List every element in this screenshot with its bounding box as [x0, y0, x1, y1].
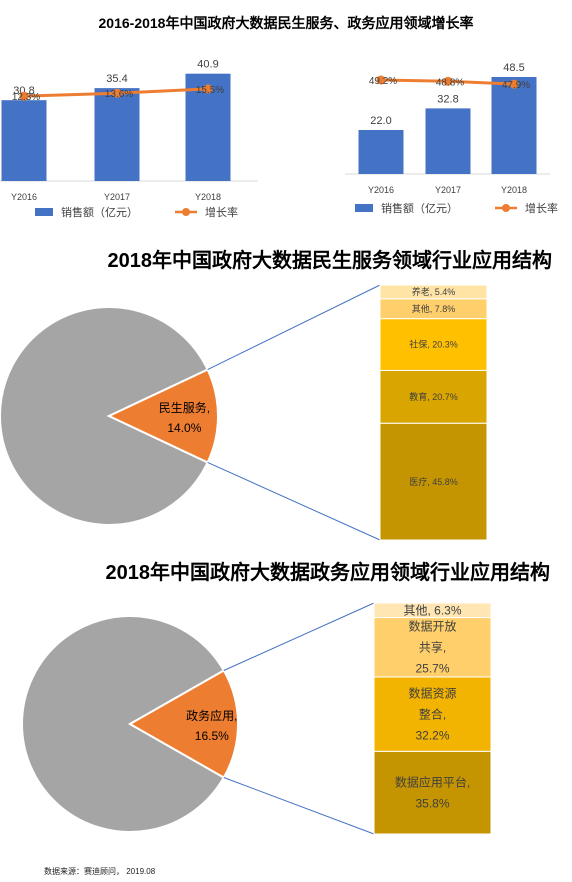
pie1-breakdown-label: 教育, 20.7% [409, 391, 458, 402]
combo1-bar [1, 100, 47, 181]
pie1-highlight-slice [106, 368, 219, 464]
combo1-tick-label: Y2018 [195, 192, 221, 202]
combo1-growth-label: 12.3% [12, 92, 40, 103]
combo2-bar-label: 48.5 [503, 62, 524, 74]
combo2-growth-label: 48.8% [436, 77, 464, 88]
pie1-connector [207, 284, 381, 371]
pie1-highlight-value: 14.0% [167, 421, 201, 435]
combo1-growth-label: 15.5% [196, 85, 224, 96]
pie1-breakdown-segment [379, 318, 488, 371]
combo2-tick-label: Y2017 [435, 185, 461, 195]
pie2-highlight-label: 政务应用, [186, 708, 237, 723]
pie2-breakdown-label: 35.8% [415, 796, 449, 810]
combo2-growth-label: 49.2% [369, 76, 397, 87]
pie1-breakdown-label: 医疗, 45.8% [409, 476, 458, 487]
pie1-breakdown-segment [379, 369, 488, 424]
pie2-breakdown-label: 其他, 6.3% [403, 603, 461, 617]
combo2-bar [425, 108, 471, 174]
pie2-breakdown-label: 共享, [419, 639, 446, 654]
combo1-bar [94, 88, 140, 181]
pie2-breakdown-segment [373, 617, 492, 678]
pie2-breakdown-label: 数据资源 [408, 685, 456, 700]
combo2-growth-label: 47.9% [502, 80, 530, 91]
combo2-legend-line-marker [502, 204, 510, 212]
combo2-growth-marker [376, 75, 386, 85]
pie2-highlight-slice [127, 669, 239, 779]
combo2-tick-label: Y2018 [501, 185, 527, 195]
pie2-breakdown-label: 32.2% [415, 728, 449, 742]
combo1-growth-label: 13.6% [105, 89, 133, 100]
pie2-remainder-slice [21, 615, 226, 833]
pie2-breakdown-label: 数据开放 [408, 618, 456, 633]
pie1-breakdown-segment [379, 284, 488, 300]
combo2-legend-bar-swatch [355, 204, 373, 212]
pie2-breakdown-label: 数据应用平台, [395, 774, 470, 789]
pie2-breakdown-segment [373, 750, 492, 835]
combo1-legend-line-marker [182, 208, 190, 216]
pie2-breakdown-segment [373, 676, 492, 752]
combo1-growth-marker [112, 88, 122, 98]
pie1-title: 2018年中国政府大数据民生服务领域行业应用结构 [107, 250, 553, 272]
combo1-bar-label: 40.9 [197, 59, 218, 71]
combo2-bar-label: 22.0 [370, 115, 391, 127]
combo2-legend-bar-text: 销售额（亿元） [381, 201, 458, 215]
combo1-legend-bar-text: 销售额（亿元） [61, 205, 138, 219]
pie2-highlight-value: 16.5% [195, 729, 229, 743]
combo1-legend-bar-swatch [35, 208, 53, 216]
pie2-breakdown-label: 25.7% [415, 661, 449, 675]
source-note: 数据来源：赛迪顾问， 2019.08 [44, 867, 156, 876]
combo1-tick-label: Y2016 [11, 192, 37, 202]
page-title: 2016-2018年中国政府大数据民生服务、政务应用领域增长率 [98, 15, 474, 31]
pie2-title: 2018年中国政府大数据政务应用领域行业应用结构 [105, 562, 551, 584]
pie1-breakdown-label: 社保, 20.3% [409, 339, 458, 350]
combo1-bar-label: 30.8 [13, 85, 34, 97]
pie1-highlight-label: 民生服务, [159, 400, 210, 415]
pie1-remainder-slice [0, 306, 209, 526]
pie1-breakdown-label: 养老, 5.4% [412, 286, 456, 297]
pie2-connector [223, 602, 375, 671]
combo1-bar-label: 35.4 [106, 73, 127, 85]
pie1-connector [207, 461, 381, 541]
pie1-breakdown-segment [379, 422, 488, 541]
combo2-legend-line-text: 增长率 [525, 201, 558, 215]
combo2-growth-marker [509, 79, 519, 89]
combo2-growth-marker [443, 76, 453, 86]
combo2-bar [491, 77, 537, 174]
pie2-breakdown-label: 整合, [419, 706, 446, 721]
combo1-legend-line-text: 增长率 [205, 205, 238, 219]
combo2-bar-label: 32.8 [437, 93, 458, 105]
combo1-growth-marker [19, 91, 29, 101]
combo2-bar [358, 130, 404, 174]
combo2-tick-label: Y2016 [368, 185, 394, 195]
combo1-growth-marker [203, 84, 213, 94]
combo1-tick-label: Y2017 [104, 192, 130, 202]
pie1-breakdown-label: 其他, 7.8% [412, 303, 456, 314]
pie2-connector [223, 777, 375, 835]
pie2-breakdown-segment [373, 602, 492, 619]
